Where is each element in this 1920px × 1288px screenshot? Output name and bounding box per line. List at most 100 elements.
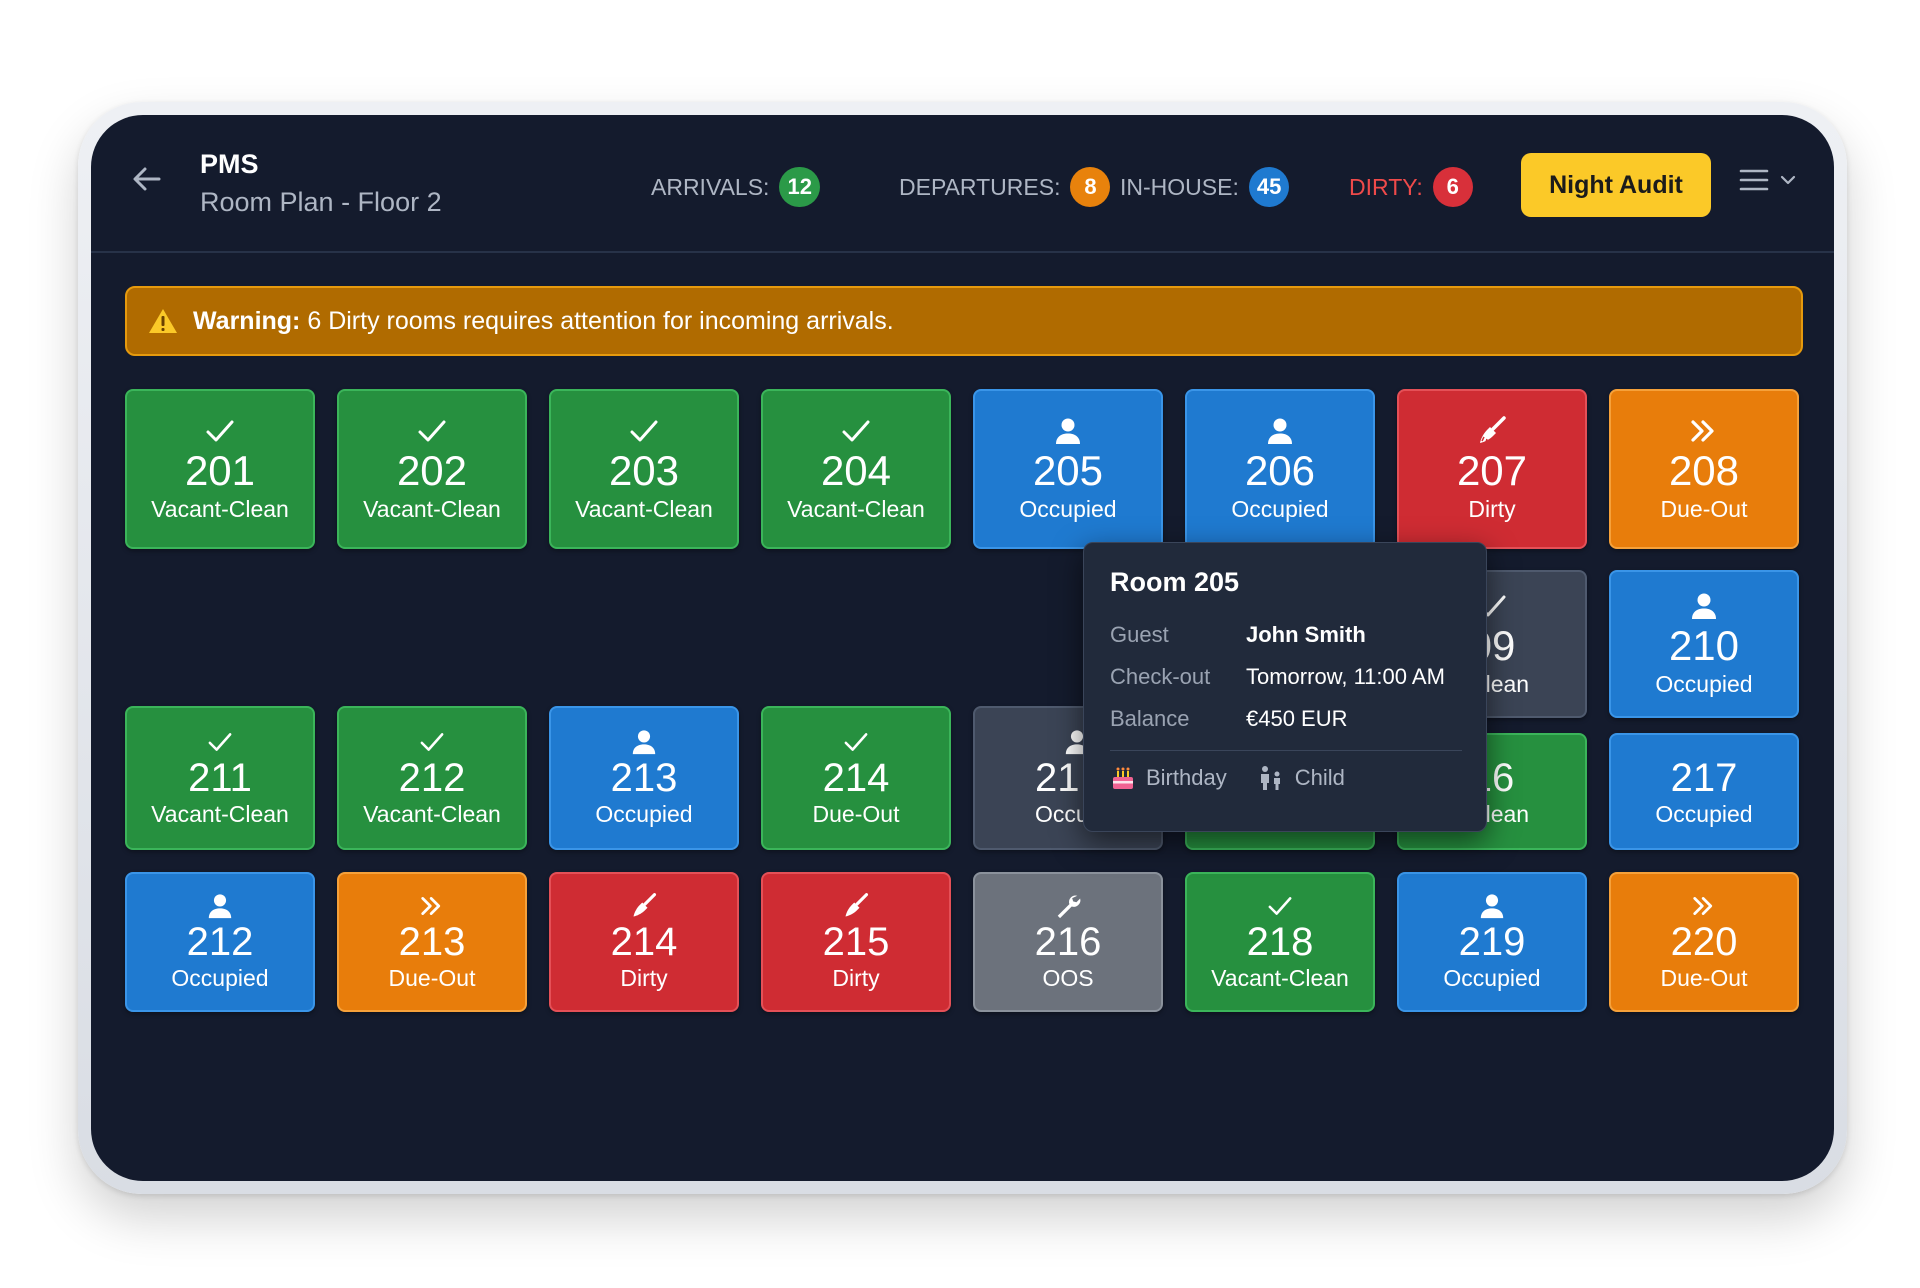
room-status: Due-Out bbox=[1660, 965, 1748, 991]
birthday-label: Birthday bbox=[1146, 765, 1227, 790]
warning-message: Warning: 6 Dirty rooms requires attentio… bbox=[193, 307, 894, 336]
back-button[interactable] bbox=[127, 159, 167, 199]
room-number: 219 bbox=[1458, 920, 1526, 964]
in-house-badge: 45 bbox=[1248, 167, 1290, 207]
room-tile-213[interactable]: 213 Occupied bbox=[549, 706, 739, 850]
family-icon bbox=[1260, 766, 1280, 790]
departures-badge: 8 bbox=[1070, 167, 1111, 207]
room-status: Vacant-Clean bbox=[787, 496, 925, 522]
tooltip-tags: Birthday Child bbox=[1110, 765, 1462, 791]
room-tile-212[interactable]: 212 Vacant-Clean bbox=[337, 706, 527, 850]
room-status: Due-Out bbox=[1660, 496, 1748, 522]
warning-prefix: Warning: bbox=[193, 306, 301, 335]
room-tile-219[interactable]: 219 Occupied bbox=[1397, 872, 1587, 1012]
person-icon bbox=[1065, 730, 1089, 755]
room-tile-220[interactable]: 220 Due-Out bbox=[1609, 872, 1799, 1012]
room-detail-tooltip: Room 205 Guest John Smith Check-out Tomo… bbox=[1083, 542, 1487, 832]
room-number: 212 bbox=[398, 756, 466, 800]
night-audit-button[interactable]: Night Audit bbox=[1521, 153, 1711, 217]
room-number: 216 bbox=[1034, 920, 1102, 964]
room-tile-201[interactable]: 201 Vacant-Clean bbox=[125, 389, 315, 549]
room-tile-218[interactable]: 218 Vacant-Clean bbox=[1185, 872, 1375, 1012]
room-tile-211[interactable]: 211 Vacant-Clean bbox=[125, 706, 315, 850]
departures-stat: DEPARTURES: 8 bbox=[899, 167, 1111, 207]
room-status: Occupied bbox=[171, 965, 269, 991]
room-tile-202[interactable]: 202 Vacant-Clean bbox=[337, 389, 527, 549]
room-status: Vacant-Clean bbox=[363, 496, 501, 522]
dirty-stat: DIRTY: 6 bbox=[1349, 167, 1473, 207]
room-status: Vacant-Clean bbox=[151, 801, 289, 827]
room-tile-207[interactable]: 207 Dirty bbox=[1397, 389, 1587, 549]
chevron-down-icon bbox=[1780, 175, 1796, 185]
warning-banner: Warning: 6 Dirty rooms requires attentio… bbox=[125, 286, 1803, 356]
room-number: 214 bbox=[822, 756, 890, 800]
room-number: 207 bbox=[1456, 447, 1528, 494]
room-number: 218 bbox=[1246, 920, 1314, 964]
room-tile-204[interactable]: 204 Vacant-Clean bbox=[761, 389, 951, 549]
room-number: 208 bbox=[1668, 447, 1740, 494]
double-chevron-right-icon bbox=[1693, 897, 1713, 915]
room-tile-208[interactable]: 208 Due-Out bbox=[1609, 389, 1799, 549]
room-tile-205[interactable]: 205 Occupied bbox=[973, 389, 1163, 549]
room-number: 211 bbox=[188, 756, 252, 800]
tooltip-balance-row: Balance €450 EUR bbox=[1110, 698, 1462, 740]
room-status: Occupied bbox=[1231, 496, 1329, 522]
room-number: 202 bbox=[396, 447, 468, 494]
room-number: 205 bbox=[1032, 447, 1104, 494]
in-house-label: IN-HOUSE: bbox=[1120, 173, 1239, 200]
person-icon bbox=[632, 730, 656, 755]
warning-text: 6 Dirty rooms requires attention for inc… bbox=[307, 306, 894, 335]
dirty-badge: 6 bbox=[1432, 167, 1473, 207]
broom-icon bbox=[1480, 416, 1506, 443]
room-number: 213 bbox=[610, 756, 678, 800]
balance-value: €450 EUR bbox=[1246, 706, 1348, 731]
broom-icon bbox=[845, 893, 869, 917]
wrench-icon bbox=[1057, 895, 1081, 919]
room-tile-212-b[interactable]: 212 Occupied bbox=[125, 872, 315, 1012]
person-icon bbox=[1480, 894, 1504, 919]
room-status: Due-Out bbox=[812, 801, 900, 827]
room-number: 213 bbox=[398, 920, 466, 964]
check-icon bbox=[1268, 897, 1292, 915]
room-number: 217 bbox=[1670, 755, 1738, 800]
room-status: Occupied bbox=[595, 801, 693, 827]
person-icon bbox=[1056, 418, 1080, 444]
check-icon bbox=[420, 733, 444, 751]
room-tile-203[interactable]: 203 Vacant-Clean bbox=[549, 389, 739, 549]
room-tile-216-b[interactable]: 216 OOS bbox=[973, 872, 1163, 1012]
room-number: 206 bbox=[1244, 447, 1316, 494]
tooltip-guest-row: Guest John Smith bbox=[1110, 614, 1462, 656]
room-status: Vacant-Clean bbox=[1211, 965, 1349, 991]
checkout-label: Check-out bbox=[1110, 664, 1211, 689]
room-tile-214[interactable]: 214 Due-Out bbox=[761, 706, 951, 850]
arrivals-stat: ARRIVALS: 12 bbox=[651, 167, 820, 207]
room-number: 215 bbox=[822, 920, 890, 964]
double-chevron-right-icon bbox=[1691, 420, 1714, 442]
check-icon bbox=[842, 420, 870, 442]
room-tile-210[interactable]: 210 Occupied bbox=[1609, 570, 1799, 718]
birthday-tag: Birthday bbox=[1110, 765, 1227, 791]
check-icon bbox=[418, 420, 446, 442]
check-icon bbox=[206, 420, 234, 442]
guest-value: John Smith bbox=[1246, 622, 1366, 647]
dirty-label: DIRTY: bbox=[1349, 173, 1423, 200]
double-chevron-right-icon bbox=[421, 897, 441, 915]
room-status: Occupied bbox=[1655, 800, 1753, 827]
guest-label: Guest bbox=[1110, 622, 1169, 647]
tablet-frame: PMS Room Plan - Floor 2 ARRIVALS: 12 DEP… bbox=[78, 102, 1847, 1194]
child-label: Child bbox=[1294, 765, 1345, 790]
broom-icon bbox=[633, 893, 657, 917]
room-number: 201 bbox=[184, 447, 256, 494]
room-status: Vacant-Clean bbox=[575, 496, 713, 522]
room-status: Occupied bbox=[1655, 671, 1753, 697]
tooltip-divider bbox=[1110, 750, 1462, 751]
room-tile-214-b[interactable]: 214 Dirty bbox=[549, 872, 739, 1012]
check-icon bbox=[208, 733, 232, 751]
room-status: Dirty bbox=[832, 965, 880, 991]
departures-label: DEPARTURES: bbox=[899, 173, 1061, 200]
room-tile-206[interactable]: 206 Occupied bbox=[1185, 389, 1375, 549]
room-tile-217[interactable]: 217 Occupied bbox=[1609, 733, 1799, 850]
room-tile-213-b[interactable]: 213 Due-Out bbox=[337, 872, 527, 1012]
menu-button[interactable] bbox=[1739, 167, 1797, 193]
room-tile-215[interactable]: 215 Dirty bbox=[761, 872, 951, 1012]
